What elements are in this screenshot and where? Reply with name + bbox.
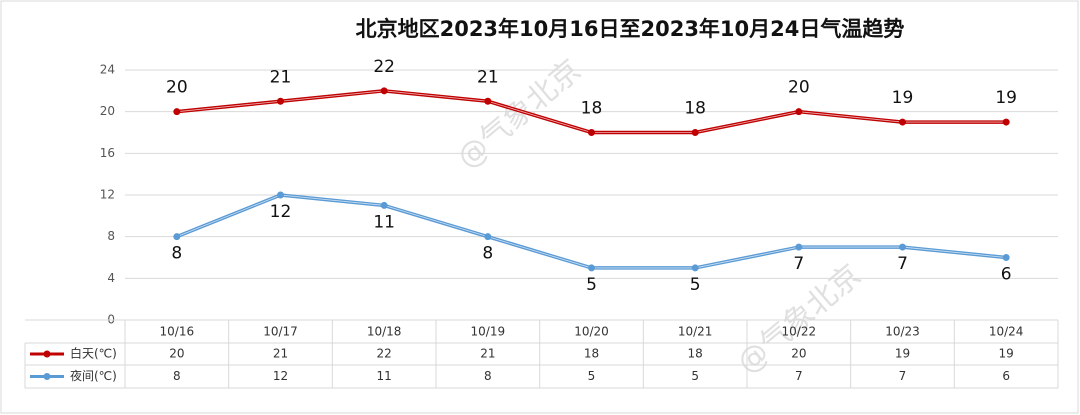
table-value: 19	[895, 347, 910, 361]
table-value: 22	[377, 347, 392, 361]
point	[691, 264, 699, 272]
data-label: 20	[166, 78, 188, 98]
data-label: 18	[581, 99, 603, 119]
point	[484, 97, 492, 105]
y-tick-label: 24	[100, 63, 115, 77]
point	[380, 87, 388, 95]
point	[277, 191, 284, 199]
point	[588, 264, 595, 272]
point	[899, 243, 906, 251]
data-label: 19	[995, 88, 1017, 108]
data-label: 19	[892, 88, 914, 108]
y-tick-label: 12	[100, 188, 115, 202]
table-value: 21	[480, 347, 495, 361]
legend-label: 夜间(℃)	[70, 368, 117, 383]
x-tick-label: 10/16	[160, 325, 195, 339]
x-tick-label: 10/23	[885, 325, 920, 339]
point	[1002, 254, 1010, 261]
table-value: 18	[584, 347, 599, 361]
point	[588, 129, 595, 136]
data-label: 6	[1001, 265, 1012, 285]
x-tick-label: 10/21	[678, 325, 713, 339]
chart-title: 北京地区2023年10月16日至2023年10月24日气温趋势	[356, 17, 905, 41]
data-label: 8	[171, 244, 182, 264]
y-tick-label: 8	[107, 229, 115, 243]
table-value: 19	[999, 347, 1014, 361]
point	[691, 129, 699, 136]
point	[1002, 118, 1010, 126]
data-label: 7	[897, 254, 908, 274]
data-label: 21	[477, 67, 499, 87]
legend-marker	[43, 373, 51, 380]
table-value: 8	[173, 369, 181, 383]
y-tick-label: 20	[100, 104, 115, 118]
data-label: 22	[373, 57, 395, 77]
table-value: 7	[795, 369, 803, 383]
data-label: 11	[373, 212, 395, 232]
table-value: 21	[273, 347, 288, 361]
data-label: 8	[482, 244, 493, 264]
point	[173, 108, 181, 116]
legend-label: 白天(℃)	[70, 346, 117, 361]
point	[899, 118, 906, 126]
table-value: 11	[377, 369, 392, 383]
y-tick-label: 16	[100, 146, 115, 160]
x-tick-label: 10/22	[782, 325, 817, 339]
table-value: 20	[791, 347, 806, 361]
data-label: 5	[586, 275, 597, 295]
table-value: 8	[484, 369, 492, 383]
point	[795, 108, 803, 116]
x-tick-label: 10/20	[574, 325, 609, 339]
table-value: 7	[899, 369, 907, 383]
point	[484, 233, 492, 241]
point	[795, 243, 803, 251]
point	[277, 97, 284, 105]
data-label: 21	[270, 67, 292, 87]
x-tick-label: 10/24	[989, 325, 1024, 339]
table-value: 5	[691, 369, 699, 383]
table-value: 6	[1002, 369, 1010, 383]
table-value: 18	[688, 347, 703, 361]
data-label: 18	[684, 99, 706, 119]
point	[380, 201, 388, 209]
data-label: 20	[788, 78, 810, 98]
x-tick-label: 10/18	[367, 325, 402, 339]
x-tick-label: 10/19	[471, 325, 506, 339]
data-label: 7	[793, 254, 804, 274]
point	[173, 233, 181, 241]
x-tick-label: 10/17	[263, 325, 298, 339]
table-value: 20	[169, 347, 184, 361]
legend-marker	[43, 350, 51, 358]
table-value: 12	[273, 369, 288, 383]
data-label: 12	[270, 202, 292, 222]
data-label: 5	[690, 275, 701, 295]
y-tick-label: 4	[107, 271, 115, 285]
table-value: 5	[588, 369, 596, 383]
